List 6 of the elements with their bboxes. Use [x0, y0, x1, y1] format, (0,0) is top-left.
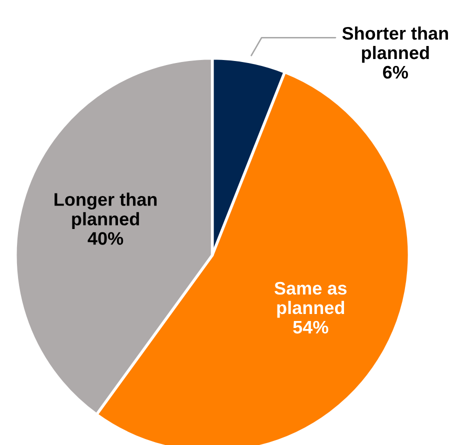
slice-label: Same as planned [274, 282, 347, 318]
slice-label: Shorter than planned [342, 26, 448, 63]
data-label: 40% [88, 232, 124, 245]
slice-label: Longer than planned [54, 192, 157, 229]
data-label: 6% [383, 66, 408, 79]
data-label: 54% [293, 320, 328, 334]
